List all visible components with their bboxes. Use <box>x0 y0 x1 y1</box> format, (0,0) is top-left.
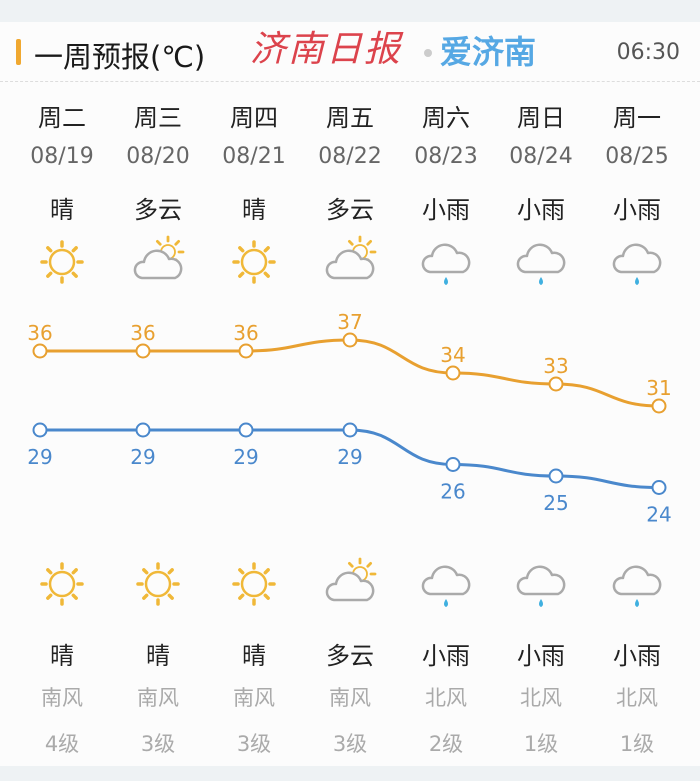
low-temp-point <box>548 468 564 484</box>
low-temp-label: 24 <box>646 503 671 527</box>
high-temp-point <box>651 398 667 414</box>
light-rain-icon <box>421 565 471 607</box>
low-temp-label: 29 <box>233 445 258 469</box>
wind-level-label: 1级 <box>619 732 655 756</box>
low-temp-label: 26 <box>440 480 465 504</box>
partly-cloudy-icon <box>325 557 377 602</box>
divider <box>0 81 700 82</box>
wind-level-label: 3级 <box>236 732 272 756</box>
wind-level-label: 4级 <box>44 732 80 756</box>
day-weather-label: 晴 <box>50 196 74 224</box>
wind-level-label: 1级 <box>523 732 559 756</box>
day-weather-label: 多云 <box>326 196 374 224</box>
wind-level-label: 2级 <box>428 732 464 756</box>
date-label: 08/19 <box>30 144 94 169</box>
sun-icon <box>232 240 276 284</box>
day-weather-label: 小雨 <box>422 196 470 224</box>
temperature-chart: 36 36 36 37 34 33 31 29 29 29 29 26 25 24 <box>27 310 671 527</box>
high-temp-label: 34 <box>440 343 465 367</box>
night-weather-label: 晴 <box>50 642 74 670</box>
date-label: 08/22 <box>318 144 382 169</box>
watermark-logo-left: 济南日报 <box>250 29 403 70</box>
weekday-label: 周六 <box>422 104 470 132</box>
weekly-forecast-card: 一周预报(℃) 济南日报 爱济南 06:30 周二 08/19 晴晴南风 4级 周三 08… <box>0 22 700 766</box>
wind-dir-label: 南风 <box>233 686 275 710</box>
day-weather-label: 晴 <box>242 196 266 224</box>
day-weather-label: 小雨 <box>613 196 661 224</box>
low-temp-label: 29 <box>27 445 52 469</box>
wind-dir-label: 北风 <box>520 686 562 710</box>
accent-bar <box>16 39 21 65</box>
low-temp-point <box>32 422 48 438</box>
weekday-label: 周一 <box>613 104 661 132</box>
low-temp-point <box>238 422 254 438</box>
weekday-label: 周二 <box>38 104 86 132</box>
high-temp-label: 33 <box>543 354 568 378</box>
weekday-label: 周日 <box>517 104 565 132</box>
high-temp-label: 36 <box>130 321 155 345</box>
sun-icon <box>232 562 276 606</box>
weekday-label: 周四 <box>230 104 278 132</box>
partly-cloudy-icon <box>133 235 185 280</box>
low-temp-point <box>445 457 461 472</box>
light-rain-icon <box>516 243 566 285</box>
low-temp-label: 29 <box>337 445 362 469</box>
night-weather-label: 晴 <box>242 642 266 670</box>
wind-dir-label: 南风 <box>41 686 83 710</box>
low-temp-point <box>651 480 667 495</box>
light-rain-icon <box>516 565 566 607</box>
sun-icon <box>136 562 180 606</box>
night-weather-label: 小雨 <box>517 642 565 670</box>
card-header: 一周预报(℃) 济南日报 爱济南 06:30 <box>0 22 700 82</box>
date-label: 08/24 <box>509 144 573 169</box>
wind-dir-label: 北风 <box>616 686 658 710</box>
date-label: 08/21 <box>222 144 286 169</box>
update-time: 06:30 <box>616 40 680 65</box>
sun-icon <box>40 240 84 284</box>
watermark-dot <box>424 49 432 57</box>
day-weather-label: 多云 <box>134 196 182 224</box>
date-label: 08/25 <box>605 144 669 169</box>
high-temp-point <box>32 343 48 359</box>
high-temp-point <box>342 332 358 348</box>
wind-dir-label: 南风 <box>137 686 179 710</box>
night-weather-label: 晴 <box>146 642 170 670</box>
low-temp-point <box>135 422 151 438</box>
high-temp-label: 36 <box>27 321 52 345</box>
night-weather-label: 小雨 <box>613 642 661 670</box>
date-label: 08/20 <box>126 144 190 169</box>
wind-dir-label: 南风 <box>329 686 371 710</box>
low-temp-point <box>342 422 358 438</box>
night-weather-label: 多云 <box>326 642 374 670</box>
card-title: 一周预报(℃) <box>34 40 206 74</box>
wind-dir-label: 北风 <box>425 686 467 710</box>
light-rain-icon <box>612 243 662 285</box>
wind-level-label: 3级 <box>332 732 368 756</box>
high-temp-label: 36 <box>233 321 258 345</box>
low-temp-label: 25 <box>543 491 568 515</box>
wind-level-label: 3级 <box>140 732 176 756</box>
watermark-logo-right: 爱济南 <box>440 33 537 71</box>
weekday-label: 周三 <box>134 104 182 132</box>
date-label: 08/23 <box>414 144 478 169</box>
high-temp-point <box>238 343 254 359</box>
high-temp-point <box>548 376 564 392</box>
weekday-label: 周五 <box>326 104 374 132</box>
night-weather-label: 小雨 <box>422 642 470 670</box>
partly-cloudy-icon <box>325 235 377 280</box>
low-temp-label: 29 <box>130 445 155 469</box>
day-weather-label: 小雨 <box>517 196 565 224</box>
high-temp-point <box>135 343 151 359</box>
sun-icon <box>40 562 84 606</box>
high-temp-label: 37 <box>337 310 362 334</box>
light-rain-icon <box>612 565 662 607</box>
high-temp-label: 31 <box>646 376 671 400</box>
high-temp-point <box>445 365 461 381</box>
light-rain-icon <box>421 243 471 285</box>
